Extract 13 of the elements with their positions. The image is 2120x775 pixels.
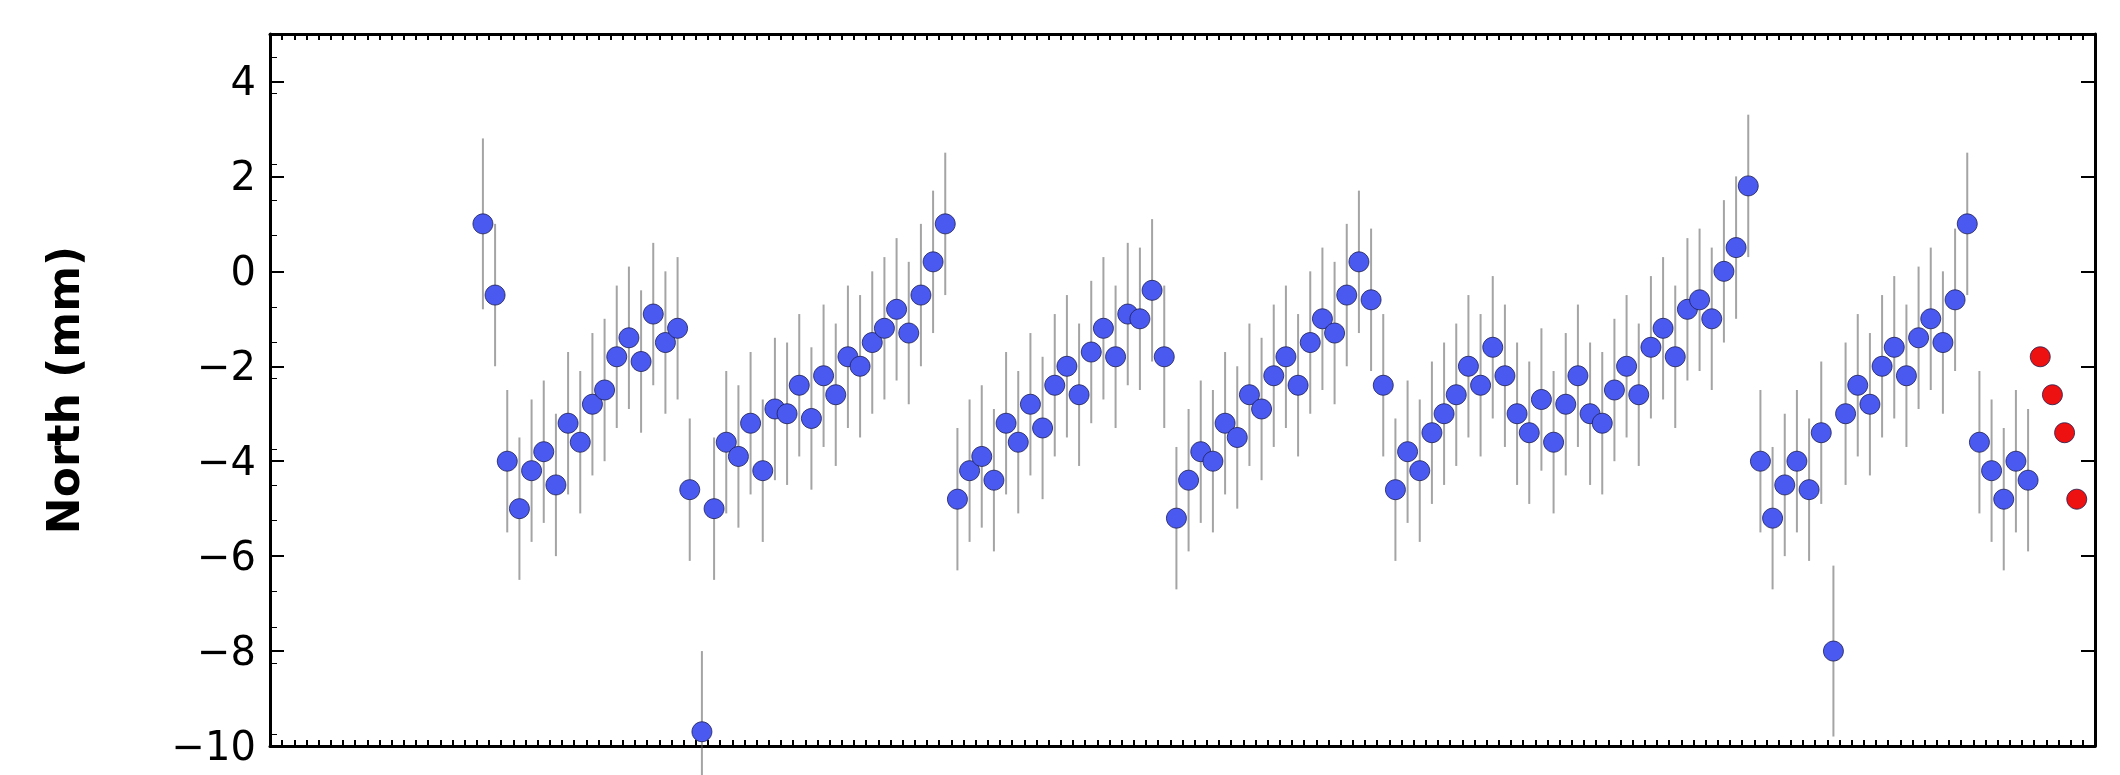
point xyxy=(2066,488,2088,510)
y-tick-label: −6 xyxy=(197,533,256,580)
y-tick-label: −2 xyxy=(197,343,256,390)
point xyxy=(2041,384,2063,406)
y-tick-label: −4 xyxy=(197,438,256,485)
y-tick-label: −10 xyxy=(171,723,256,769)
point xyxy=(2029,346,2051,368)
y-tick-label: −8 xyxy=(197,628,256,675)
y-tick-label: 2 xyxy=(230,153,256,200)
y-axis-title: North (mm) xyxy=(37,245,89,535)
y-tick-label: 4 xyxy=(230,58,256,105)
point xyxy=(2054,422,2076,444)
y-tick-label: 0 xyxy=(230,248,256,295)
